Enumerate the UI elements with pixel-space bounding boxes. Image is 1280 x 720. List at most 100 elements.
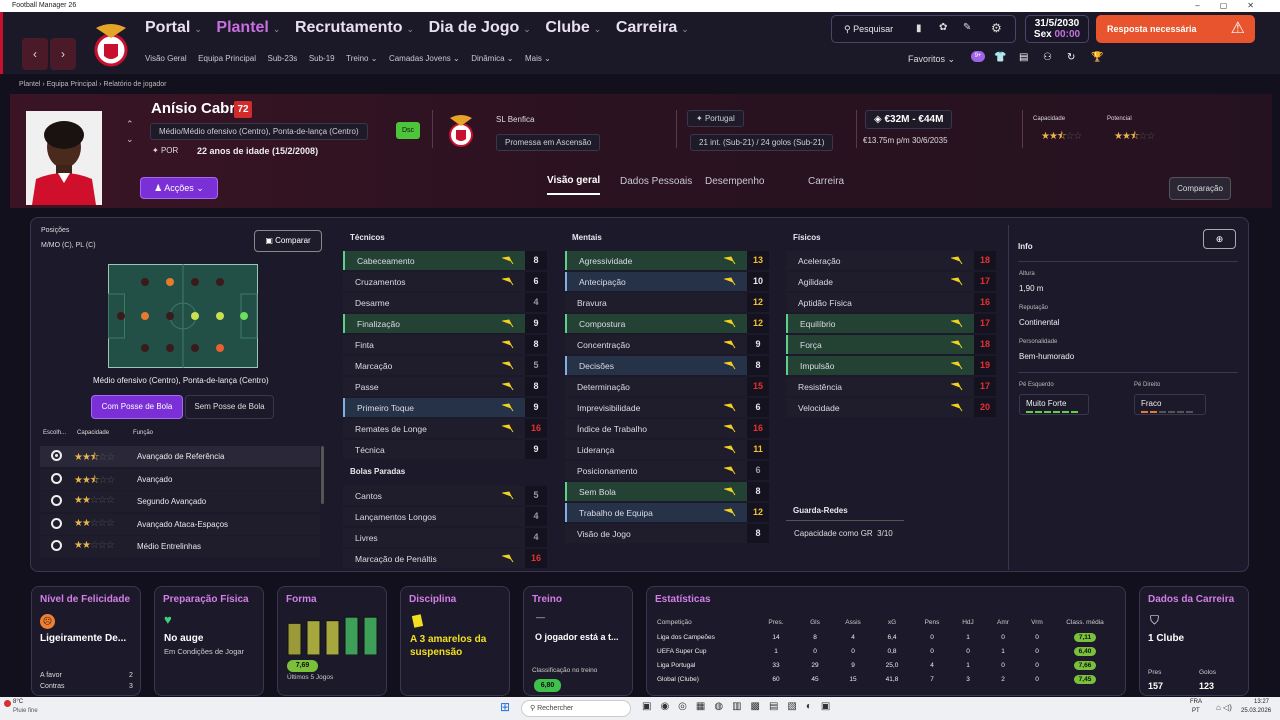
tab-dados-pessoais[interactable]: Dados Pessoais: [620, 176, 693, 187]
taskbar-search[interactable]: ⚲ Rechercher: [521, 700, 631, 717]
stats-row[interactable]: Liga dos Campeões 14 8 4 6,4 0 1 0 0 7,11: [657, 630, 1117, 644]
attribute-row[interactable]: Marcação de Penáltis 16: [343, 549, 547, 568]
attribute-row[interactable]: Liderança 11: [565, 440, 769, 459]
form-card[interactable]: Forma 7,69 Últimos 5 Jogos: [277, 586, 387, 696]
fitness-card[interactable]: Preparação Física ♥ No auge Em Condições…: [154, 586, 264, 696]
actions-button[interactable]: ♟ Acções ⌄: [140, 177, 218, 199]
attribute-row[interactable]: Bravura 12: [565, 293, 769, 312]
attribute-row[interactable]: Posicionamento 6: [565, 461, 769, 480]
role-row[interactable]: ★★⯪☆☆ Avançado de Referência: [40, 446, 320, 467]
brain-icon[interactable]: ✿: [939, 22, 948, 33]
submenu-treino[interactable]: Treino ⌄: [346, 54, 378, 63]
attribute-row[interactable]: Desarme 4: [343, 293, 547, 312]
attribute-row[interactable]: Cantos 5: [343, 486, 547, 505]
roles-scrollbar[interactable]: [321, 446, 324, 504]
search-button[interactable]: ⚲ Pesquisar: [844, 24, 894, 34]
attribute-row[interactable]: Lançamentos Longos 4: [343, 507, 547, 526]
attribute-row[interactable]: Força 18: [786, 335, 996, 354]
role-row[interactable]: ★★☆☆☆ Segundo Avançado: [40, 491, 320, 512]
stats-row[interactable]: Liga Portugal 33 29 9 25,0 4 1 0 0 7,66: [657, 658, 1117, 672]
role-radio[interactable]: [51, 540, 62, 551]
refresh-icon[interactable]: ↻: [1067, 52, 1076, 63]
role-radio[interactable]: [51, 517, 62, 529]
submenu-visao-geral[interactable]: Visão Geral: [145, 54, 187, 63]
taskbar-apps[interactable]: ▣◉◎▦◍▥▩▤▧◐▣: [642, 701, 840, 712]
date-widget[interactable]: 31/5/2030 Sex 00:00: [1025, 15, 1089, 43]
menu-dia-de-jogo[interactable]: Dia de Jogo: [428, 19, 520, 36]
attribute-row[interactable]: Livres 4: [343, 528, 547, 547]
attribute-row[interactable]: Decisões 8: [565, 356, 769, 375]
tab-carreira[interactable]: Carreira: [808, 176, 845, 187]
role-radio[interactable]: [51, 472, 62, 484]
people-icon[interactable]: ⚇: [1043, 52, 1052, 63]
attribute-row[interactable]: Concentração 9: [565, 335, 769, 354]
lang-code[interactable]: FRA: [1190, 699, 1202, 705]
role-radio[interactable]: [51, 495, 62, 506]
windows-start-icon[interactable]: ⊞: [500, 700, 511, 714]
attribute-row[interactable]: Remates de Longe 16: [343, 419, 547, 438]
happiness-card[interactable]: Nível de Felicidade ☹ Ligeiramente De...…: [31, 586, 141, 696]
tab-visao-geral[interactable]: Visão geral: [547, 175, 601, 195]
stats-row[interactable]: Global (Clube) 60 45 15 41,8 7 3 2 0 7,45: [657, 672, 1117, 686]
discipline-card[interactable]: Disciplina A 3 amarelos da suspensão: [400, 586, 510, 696]
submenu-equipa-principal[interactable]: Equipa Principal: [198, 54, 256, 63]
settings-gear-icon[interactable]: ⚙: [991, 21, 1002, 35]
stats-row[interactable]: UEFA Super Cup 1 0 0 0,8 0 0 1 0 6,40: [657, 644, 1117, 658]
submenu-sub19[interactable]: Sub-19: [308, 54, 335, 63]
attribute-row[interactable]: Antecipação 10: [565, 272, 769, 291]
next-player-arrow[interactable]: ⌄: [126, 134, 134, 144]
club-name[interactable]: SL Benfica: [496, 115, 535, 124]
role-radio[interactable]: [51, 450, 62, 461]
comparison-button[interactable]: Comparação: [1169, 177, 1231, 200]
attribute-row[interactable]: Resistência 17: [786, 377, 996, 396]
favorites-menu[interactable]: Favoritos ⌄: [908, 54, 956, 64]
role-row[interactable]: ★★☆☆☆ Avançado Ataca-Espaços: [40, 513, 320, 535]
attribute-row[interactable]: Passe 8: [343, 377, 547, 396]
messages-badge[interactable]: 9+: [971, 51, 985, 62]
response-required-button[interactable]: Resposta necessária ⚠: [1096, 15, 1255, 43]
weather-temp[interactable]: 8°C: [13, 699, 24, 705]
submenu-dinamica[interactable]: Dinâmica ⌄: [471, 54, 514, 63]
forward-button[interactable]: ›: [50, 38, 76, 70]
window-controls[interactable]: –▢✕: [1195, 1, 1274, 10]
submenu-camadas-jovens[interactable]: Camadas Jovens ⌄: [388, 54, 460, 63]
menu-clube[interactable]: Clube: [545, 19, 590, 36]
career-card[interactable]: Dados da Carreira ⛉ 1 Clube Pres 157 Gol…: [1139, 586, 1249, 696]
card-icon[interactable]: ▤: [1019, 52, 1029, 63]
submenu-mais[interactable]: Mais ⌄: [525, 54, 551, 63]
trophy-icon[interactable]: 🏆: [1091, 52, 1104, 63]
breadcrumb-equipa[interactable]: Equipa Principal: [46, 81, 98, 88]
back-button[interactable]: ‹: [22, 38, 48, 70]
without-ball-button[interactable]: Sem Posse de Bola: [185, 395, 274, 419]
role-row[interactable]: ★★⯪☆☆ Avançado: [40, 468, 320, 490]
training-card[interactable]: Treino — O jogador está a t... Classific…: [523, 586, 633, 696]
breadcrumb-plantel[interactable]: Plantel: [19, 81, 41, 88]
attribute-row[interactable]: Técnica 9: [343, 440, 547, 459]
with-ball-button[interactable]: Com Posse de Bola: [91, 395, 183, 419]
attribute-row[interactable]: Velocidade 20: [786, 398, 996, 417]
attribute-row[interactable]: Visão de Jogo 8: [565, 524, 769, 543]
bookmark-icon[interactable]: ▮: [916, 23, 922, 34]
attribute-row[interactable]: Compostura 12: [565, 314, 769, 333]
attribute-row[interactable]: Finalização 9: [343, 314, 547, 333]
menu-carreira[interactable]: Carreira: [615, 19, 678, 36]
attribute-row[interactable]: Impulsão 19: [786, 356, 996, 375]
menu-plantel[interactable]: Plantel: [216, 19, 269, 36]
shirt-icon[interactable]: 👕: [994, 52, 1007, 63]
statistics-card[interactable]: Estatísticas Competição Pres. Gls Assis xG Pe…: [646, 586, 1126, 696]
prev-player-arrow[interactable]: ⌃: [126, 119, 134, 129]
attribute-row[interactable]: Aptidão Física 16: [786, 293, 996, 312]
role-row[interactable]: ★★☆☆☆ Médio Entrelinhas: [40, 536, 320, 557]
submenu-sub23[interactable]: Sub-23s: [267, 54, 298, 63]
attribute-row[interactable]: Determinação 15: [565, 377, 769, 396]
attribute-row[interactable]: Primeiro Toque 9: [343, 398, 547, 417]
attribute-row[interactable]: Índice de Trabalho 16: [565, 419, 769, 438]
system-tray-icons[interactable]: ⌂ ◁): [1216, 703, 1232, 712]
tab-desempenho[interactable]: Desempenho: [705, 176, 765, 187]
menu-recrutamento[interactable]: Recrutamento: [294, 19, 403, 36]
compare-positions-button[interactable]: ▣ Comparar: [254, 230, 322, 252]
pen-icon[interactable]: ✎: [963, 22, 972, 33]
status-badge[interactable]: Dsc: [396, 122, 420, 139]
attribute-row[interactable]: Sem Bola 8: [565, 482, 769, 501]
attribute-row[interactable]: Agilidade 17: [786, 272, 996, 291]
